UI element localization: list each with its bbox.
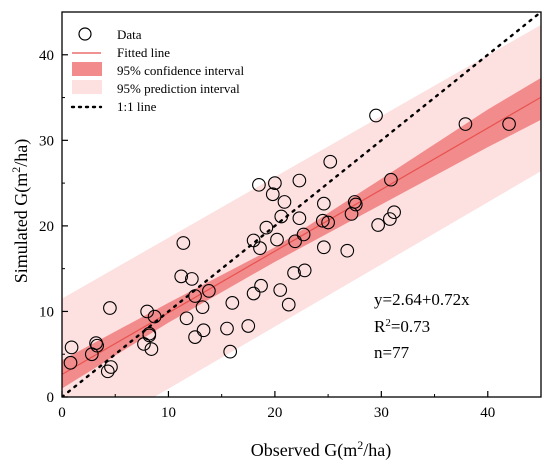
n-text: n=77 [374, 343, 410, 362]
data-point [382, 212, 397, 226]
data-point [241, 319, 256, 333]
data-point [147, 309, 162, 324]
data-point [202, 284, 216, 298]
x-tick-label: 20 [267, 405, 282, 421]
data-point [317, 196, 331, 211]
data-point [142, 326, 157, 341]
data-point [273, 283, 288, 297]
x-axis-title: Observed G(m2/ha) [251, 438, 391, 461]
x-tick-label: 40 [480, 405, 495, 421]
legend-fitted-label: Fitted line [117, 45, 170, 60]
data-point [292, 173, 307, 188]
data-point [321, 215, 335, 230]
one-to-one-line [62, 12, 541, 397]
stats-annotation: y=2.64+0.72x R2=0.73 n=77 [374, 290, 470, 362]
legend-data-marker [78, 27, 92, 41]
data-point [179, 311, 194, 326]
data-point [369, 108, 383, 123]
data-point [195, 300, 210, 315]
data-point [104, 360, 118, 374]
data-point [254, 278, 268, 293]
axis-ticks: 0 10 20 30 40 0 10 20 30 40 [39, 48, 495, 421]
data-point [253, 241, 267, 255]
data-point [246, 286, 261, 301]
data-point [340, 243, 355, 258]
data-point [384, 172, 398, 187]
data-point [265, 187, 280, 202]
data-point [259, 220, 274, 235]
data-point [223, 344, 238, 359]
y-axis-title: Simulated G(m2/ha) [9, 139, 32, 283]
data-point [196, 323, 211, 338]
data-point [90, 338, 104, 353]
plot-frame [61, 11, 542, 398]
data-point [287, 266, 301, 280]
equation-text: y=2.64+0.72x [374, 290, 470, 309]
y-tick-label: 40 [39, 48, 54, 64]
x-tick-label: 30 [374, 405, 389, 421]
data-point [144, 342, 159, 356]
data-point [288, 234, 302, 249]
data-point [185, 272, 199, 286]
confidence-band [62, 77, 541, 389]
data-point [188, 330, 202, 344]
data-point [176, 236, 191, 250]
data-point [348, 197, 363, 212]
data-point [387, 205, 401, 220]
data-point [292, 211, 307, 226]
x-tick-label: 0 [58, 405, 66, 421]
data-point [63, 355, 78, 370]
legend-confidence-swatch [72, 62, 102, 76]
data-point [140, 304, 155, 319]
legend-data-label: Data [117, 27, 142, 42]
data-point [100, 364, 115, 379]
legend: Data Fitted line 95% confidence interval… [70, 27, 244, 114]
fitted-line [62, 96, 541, 375]
y-tick-label: 0 [47, 390, 55, 406]
data-point [323, 154, 338, 169]
data-point [274, 209, 289, 224]
data-point [458, 117, 473, 131]
legend-one-to-one-label: 1:1 line [117, 99, 157, 114]
data-point [188, 289, 202, 303]
data-point [174, 269, 189, 284]
data-point [371, 218, 385, 232]
data-point [502, 117, 516, 131]
data-point [296, 227, 311, 242]
r-squared-text: R2=0.73 [374, 317, 430, 336]
data-point [64, 340, 79, 355]
data-point [220, 321, 234, 336]
data-point [270, 232, 284, 247]
data-point [277, 195, 292, 209]
data-point [297, 263, 312, 278]
x-tick-label: 10 [161, 405, 176, 421]
data-points [63, 108, 516, 379]
y-tick-label: 20 [39, 219, 54, 235]
data-point [281, 297, 296, 312]
data-point [315, 213, 330, 228]
legend-prediction-swatch [72, 80, 102, 94]
data-point [103, 301, 117, 315]
data-point [268, 176, 282, 190]
legend-prediction-label: 95% prediction interval [117, 81, 240, 96]
legend-confidence-label: 95% confidence interval [117, 63, 244, 78]
data-point [317, 240, 331, 255]
y-tick-label: 30 [39, 133, 54, 149]
y-tick-label: 10 [39, 304, 54, 320]
data-point [252, 177, 266, 192]
data-point [225, 296, 240, 310]
